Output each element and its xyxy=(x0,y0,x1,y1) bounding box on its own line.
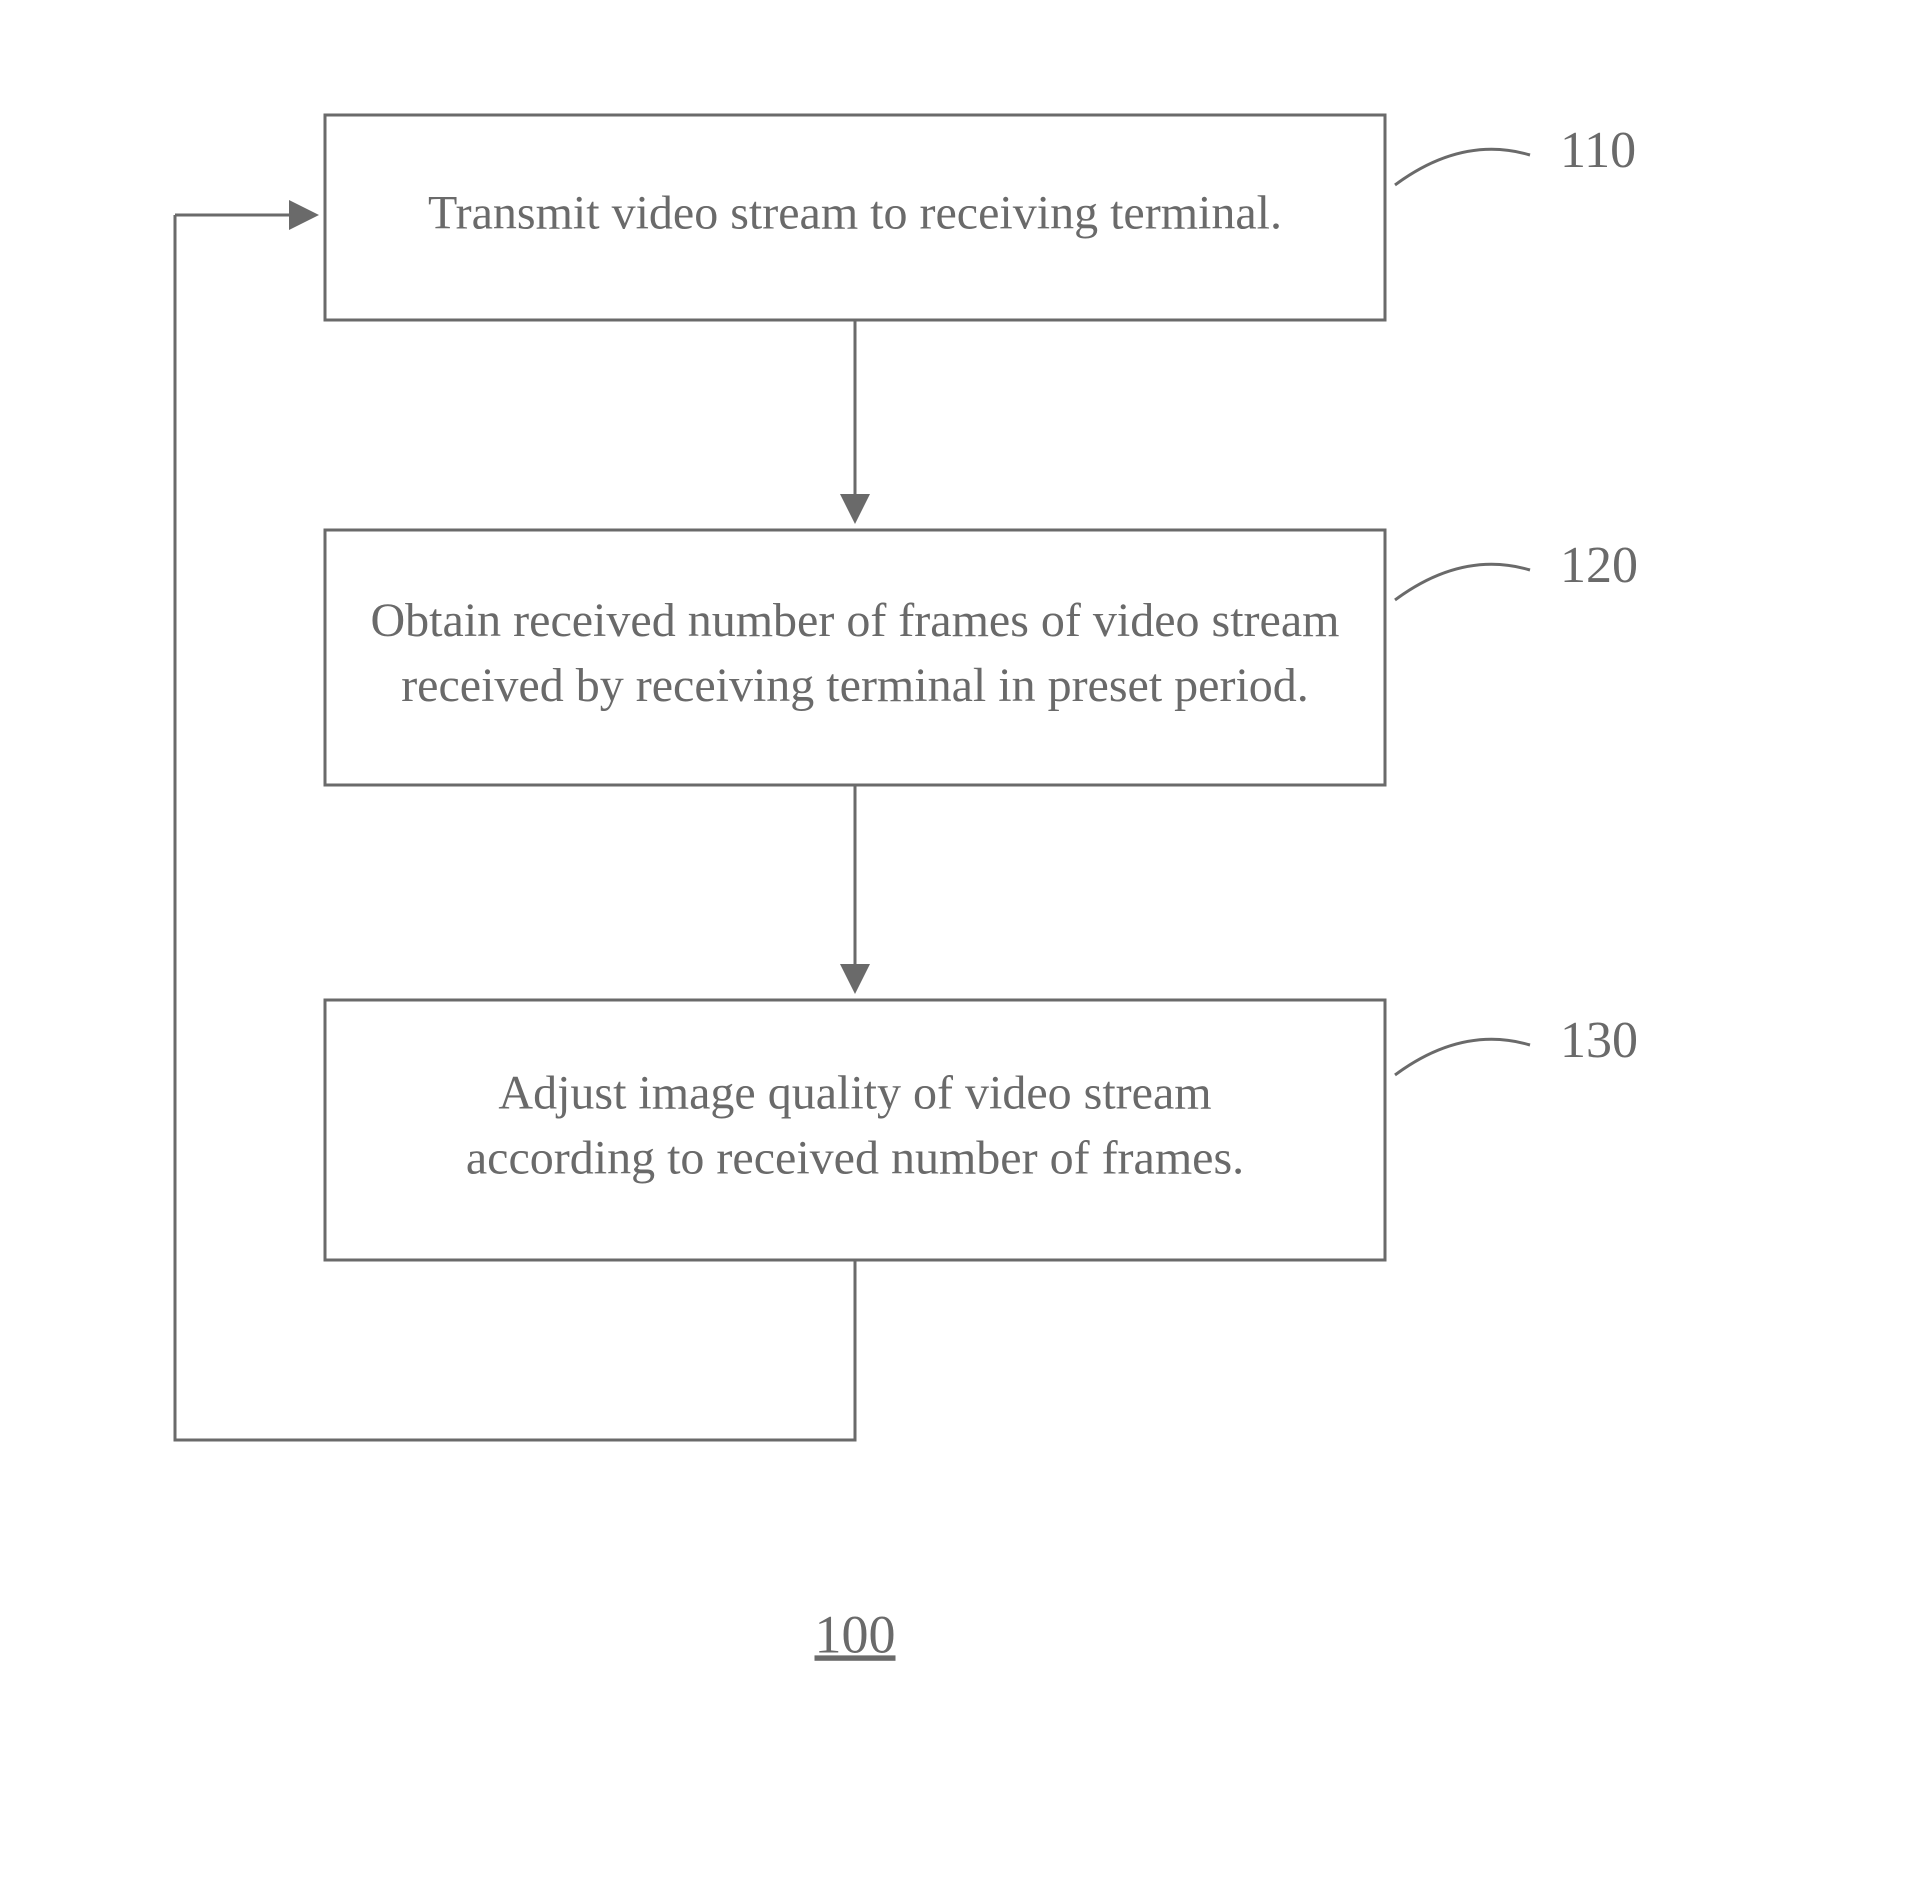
step-box xyxy=(325,1000,1385,1260)
step-box xyxy=(325,530,1385,785)
flowchart-step-2: Obtain received number of frames of vide… xyxy=(325,530,1638,785)
step-number-label: 110 xyxy=(1560,122,1636,179)
step-text-line: received by receiving terminal in preset… xyxy=(401,659,1309,712)
leader-line xyxy=(1395,149,1530,185)
leader-line xyxy=(1395,1039,1530,1075)
flowchart-step-3: Adjust image quality of video stream acco… xyxy=(325,1000,1638,1260)
step-text-line: Transmit video stream to receiving termi… xyxy=(428,187,1282,240)
leader-line xyxy=(1395,564,1530,600)
step-text-line: according to received number of frames. xyxy=(466,1131,1244,1184)
flowchart-step-1: Transmit video stream to receiving termi… xyxy=(325,115,1636,320)
figure-number: 100 xyxy=(815,1604,896,1664)
step-number-label: 120 xyxy=(1560,537,1638,594)
step-text-line: Adjust image quality of video stream xyxy=(498,1067,1211,1120)
step-number-label: 130 xyxy=(1560,1012,1638,1069)
step-text-line: Obtain received number of frames of vide… xyxy=(371,594,1340,647)
